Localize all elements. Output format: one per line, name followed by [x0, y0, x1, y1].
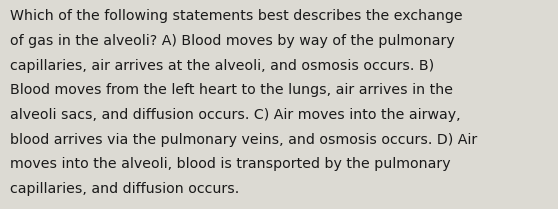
- Text: capillaries, air arrives at the alveoli, and osmosis occurs. B): capillaries, air arrives at the alveoli,…: [10, 59, 434, 73]
- Text: capillaries, and diffusion occurs.: capillaries, and diffusion occurs.: [10, 182, 239, 196]
- Text: alveoli sacs, and diffusion occurs. C) Air moves into the airway,: alveoli sacs, and diffusion occurs. C) A…: [10, 108, 461, 122]
- Text: moves into the alveoli, blood is transported by the pulmonary: moves into the alveoli, blood is transpo…: [10, 157, 451, 171]
- Text: blood arrives via the pulmonary veins, and osmosis occurs. D) Air: blood arrives via the pulmonary veins, a…: [10, 133, 477, 147]
- Text: Blood moves from the left heart to the lungs, air arrives in the: Blood moves from the left heart to the l…: [10, 83, 453, 97]
- Text: of gas in the alveoli? A) Blood moves by way of the pulmonary: of gas in the alveoli? A) Blood moves by…: [10, 34, 455, 48]
- Text: Which of the following statements best describes the exchange: Which of the following statements best d…: [10, 9, 463, 23]
